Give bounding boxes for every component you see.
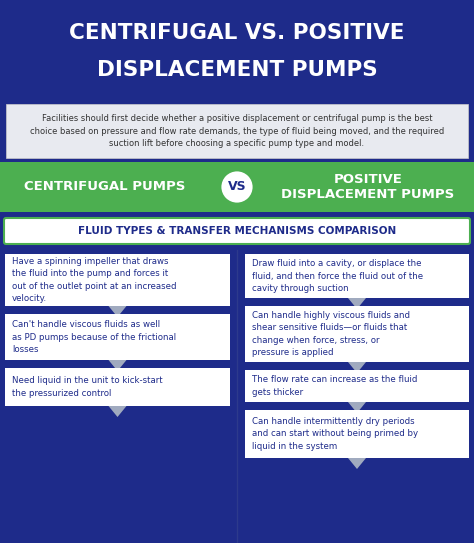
Text: Can handle intermittently dry periods
and can start without being primed by
liqu: Can handle intermittently dry periods an… [252,418,418,451]
Text: Have a spinning impeller that draws
the fluid into the pump and forces it
out of: Have a spinning impeller that draws the … [12,257,176,303]
FancyBboxPatch shape [245,306,469,362]
FancyBboxPatch shape [6,104,468,158]
FancyBboxPatch shape [0,162,474,212]
Polygon shape [348,402,366,413]
Text: CENTRIFUGAL PUMPS: CENTRIFUGAL PUMPS [24,180,186,193]
Text: POSITIVE
DISPLACEMENT PUMPS: POSITIVE DISPLACEMENT PUMPS [282,173,455,201]
FancyBboxPatch shape [5,314,230,360]
FancyBboxPatch shape [5,254,230,306]
FancyBboxPatch shape [0,0,474,100]
Text: Can't handle viscous fluids as well
as PD pumps because of the frictional
losses: Can't handle viscous fluids as well as P… [12,320,176,353]
Polygon shape [348,362,366,373]
Text: Facilities should first decide whether a positive displacement or centrifugal pu: Facilities should first decide whether a… [30,113,444,148]
FancyBboxPatch shape [4,218,470,244]
FancyBboxPatch shape [245,254,469,298]
FancyBboxPatch shape [245,410,469,458]
Text: CENTRIFUGAL VS. POSITIVE: CENTRIFUGAL VS. POSITIVE [69,23,405,43]
Polygon shape [109,406,127,417]
Text: VS: VS [228,180,246,193]
Circle shape [220,170,254,204]
Text: FLUID TYPES & TRANSFER MECHANISMS COMPARISON: FLUID TYPES & TRANSFER MECHANISMS COMPAR… [78,226,396,236]
Text: Need liquid in the unit to kick-start
the pressurized control: Need liquid in the unit to kick-start th… [12,376,163,397]
FancyBboxPatch shape [5,368,230,406]
Polygon shape [348,458,366,469]
Text: Draw fluid into a cavity, or displace the
fluid, and then force the fluid out of: Draw fluid into a cavity, or displace th… [252,260,423,293]
Text: The flow rate can increase as the fluid
gets thicker: The flow rate can increase as the fluid … [252,375,418,396]
Polygon shape [348,298,366,309]
Text: Can handle highly viscous fluids and
shear sensitive fluids—or fluids that
chang: Can handle highly viscous fluids and she… [252,311,410,357]
FancyBboxPatch shape [245,370,469,402]
Text: DISPLACEMENT PUMPS: DISPLACEMENT PUMPS [97,60,377,80]
Polygon shape [109,360,127,371]
Polygon shape [109,306,127,317]
